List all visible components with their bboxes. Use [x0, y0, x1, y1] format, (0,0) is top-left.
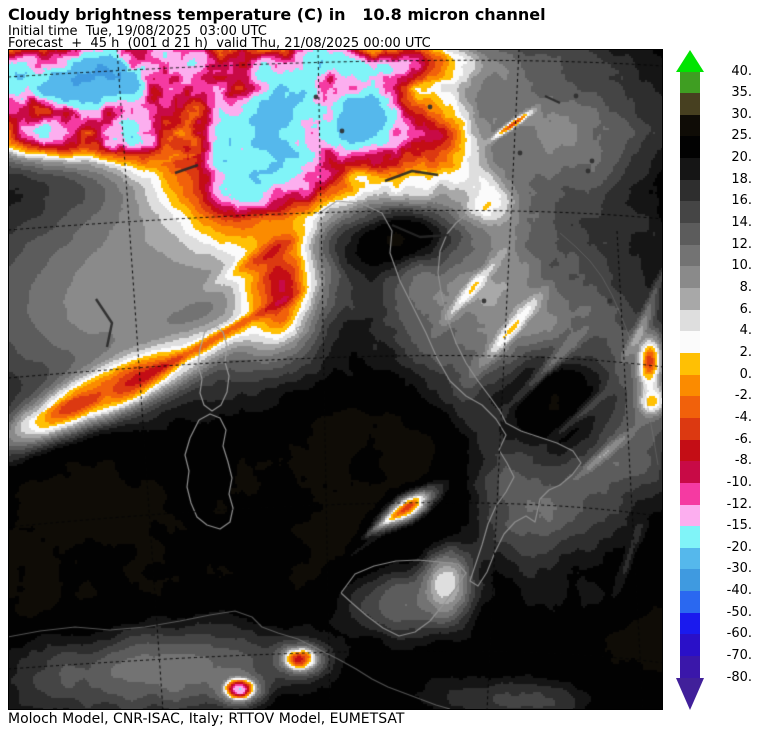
colorbar-tick-label: 30. [731, 106, 752, 122]
colorbar-segment [680, 547, 700, 571]
colorbar-tick-label: -80. [726, 669, 752, 685]
colorbar-tick-label: 18. [731, 171, 752, 187]
colorbar-tick-label: -8. [734, 453, 752, 469]
colorbar-segment [680, 136, 700, 159]
colorbar-segment [680, 71, 700, 94]
colorbar-segment [680, 93, 700, 116]
colorbar-tick-label: 6. [739, 301, 752, 317]
colorbar-segment [680, 352, 700, 376]
colorbar-tick-label: -50. [726, 604, 752, 620]
initial-time-line: Initial time Tue, 19/08/2025 03:00 UTC [8, 24, 267, 39]
colorbar-tick-label: -15. [726, 518, 752, 534]
colorbar-segment [680, 439, 700, 462]
colorbar-segment [680, 612, 700, 635]
colorbar-tick-label: 16. [731, 193, 752, 209]
map-frame [8, 49, 663, 710]
colorbar-segment [680, 504, 700, 527]
colorbar-segment [680, 331, 700, 354]
colorbar-tick-label: 14. [731, 215, 752, 231]
colorbar-segment [680, 114, 700, 138]
colorbar-segment [680, 591, 700, 614]
colorbar-up-arrow [676, 49, 704, 72]
colorbar-segment [680, 288, 700, 311]
colorbar-tick-label: -20. [726, 539, 752, 555]
colorbar-tick-label: -2. [734, 388, 752, 404]
colorbar-tick-label: 0. [739, 366, 752, 382]
colorbar-tick-label: 12. [731, 236, 752, 252]
colorbar-segment [680, 634, 700, 657]
colorbar-segment [680, 223, 700, 246]
colorbar-segment [680, 656, 700, 679]
colorbar-tick-label: 40. [731, 63, 752, 79]
colorbar-segment [680, 374, 700, 397]
forecast-valid-line: Forecast + 45 h (001 d 21 h) valid Thu, … [8, 36, 431, 51]
colorbar-tick-label: -12. [726, 496, 752, 512]
map-canvas [9, 50, 662, 709]
colorbar-tick-label: 4. [739, 323, 752, 339]
model-credit: Moloch Model, CNR-ISAC, Italy; RTTOV Mod… [8, 711, 405, 727]
colorbar-tick-label: 10. [731, 258, 752, 274]
colorbar-segment [680, 417, 700, 441]
colorbar-segment [680, 396, 700, 419]
colorbar-tick-label: -6. [734, 431, 752, 447]
colorbar-segment [680, 482, 700, 506]
colorbar-tick-label: 2. [739, 344, 752, 360]
colorbar-tick-label: -30. [726, 561, 752, 577]
colorbar-tick-label: 20. [731, 150, 752, 166]
colorbar-segment [680, 158, 700, 181]
colorbar-tick-label: -60. [726, 626, 752, 642]
colorbar-tick-label: 35. [731, 85, 752, 101]
colorbar-segment [680, 266, 700, 289]
colorbar-tick-label: -4. [734, 409, 752, 425]
colorbar-tick-label: -40. [726, 583, 752, 599]
colorbar-segment [680, 201, 700, 224]
colorbar-segment [680, 526, 700, 549]
colorbar-segment [680, 309, 700, 332]
colorbar-segment [680, 179, 700, 202]
colorbar-tick-label: 25. [731, 128, 752, 144]
colorbar-down-arrow [676, 677, 704, 710]
colorbar-segment [680, 569, 700, 592]
colorbar-segment [680, 461, 700, 484]
page-title: Cloudy brightness temperature (C) in 10.… [8, 5, 546, 24]
colorbar-segment [680, 244, 700, 267]
colorbar-tick-label: -70. [726, 648, 752, 664]
colorbar-tick-label: -10. [726, 474, 752, 490]
colorbar-tick-label: 8. [739, 280, 752, 295]
